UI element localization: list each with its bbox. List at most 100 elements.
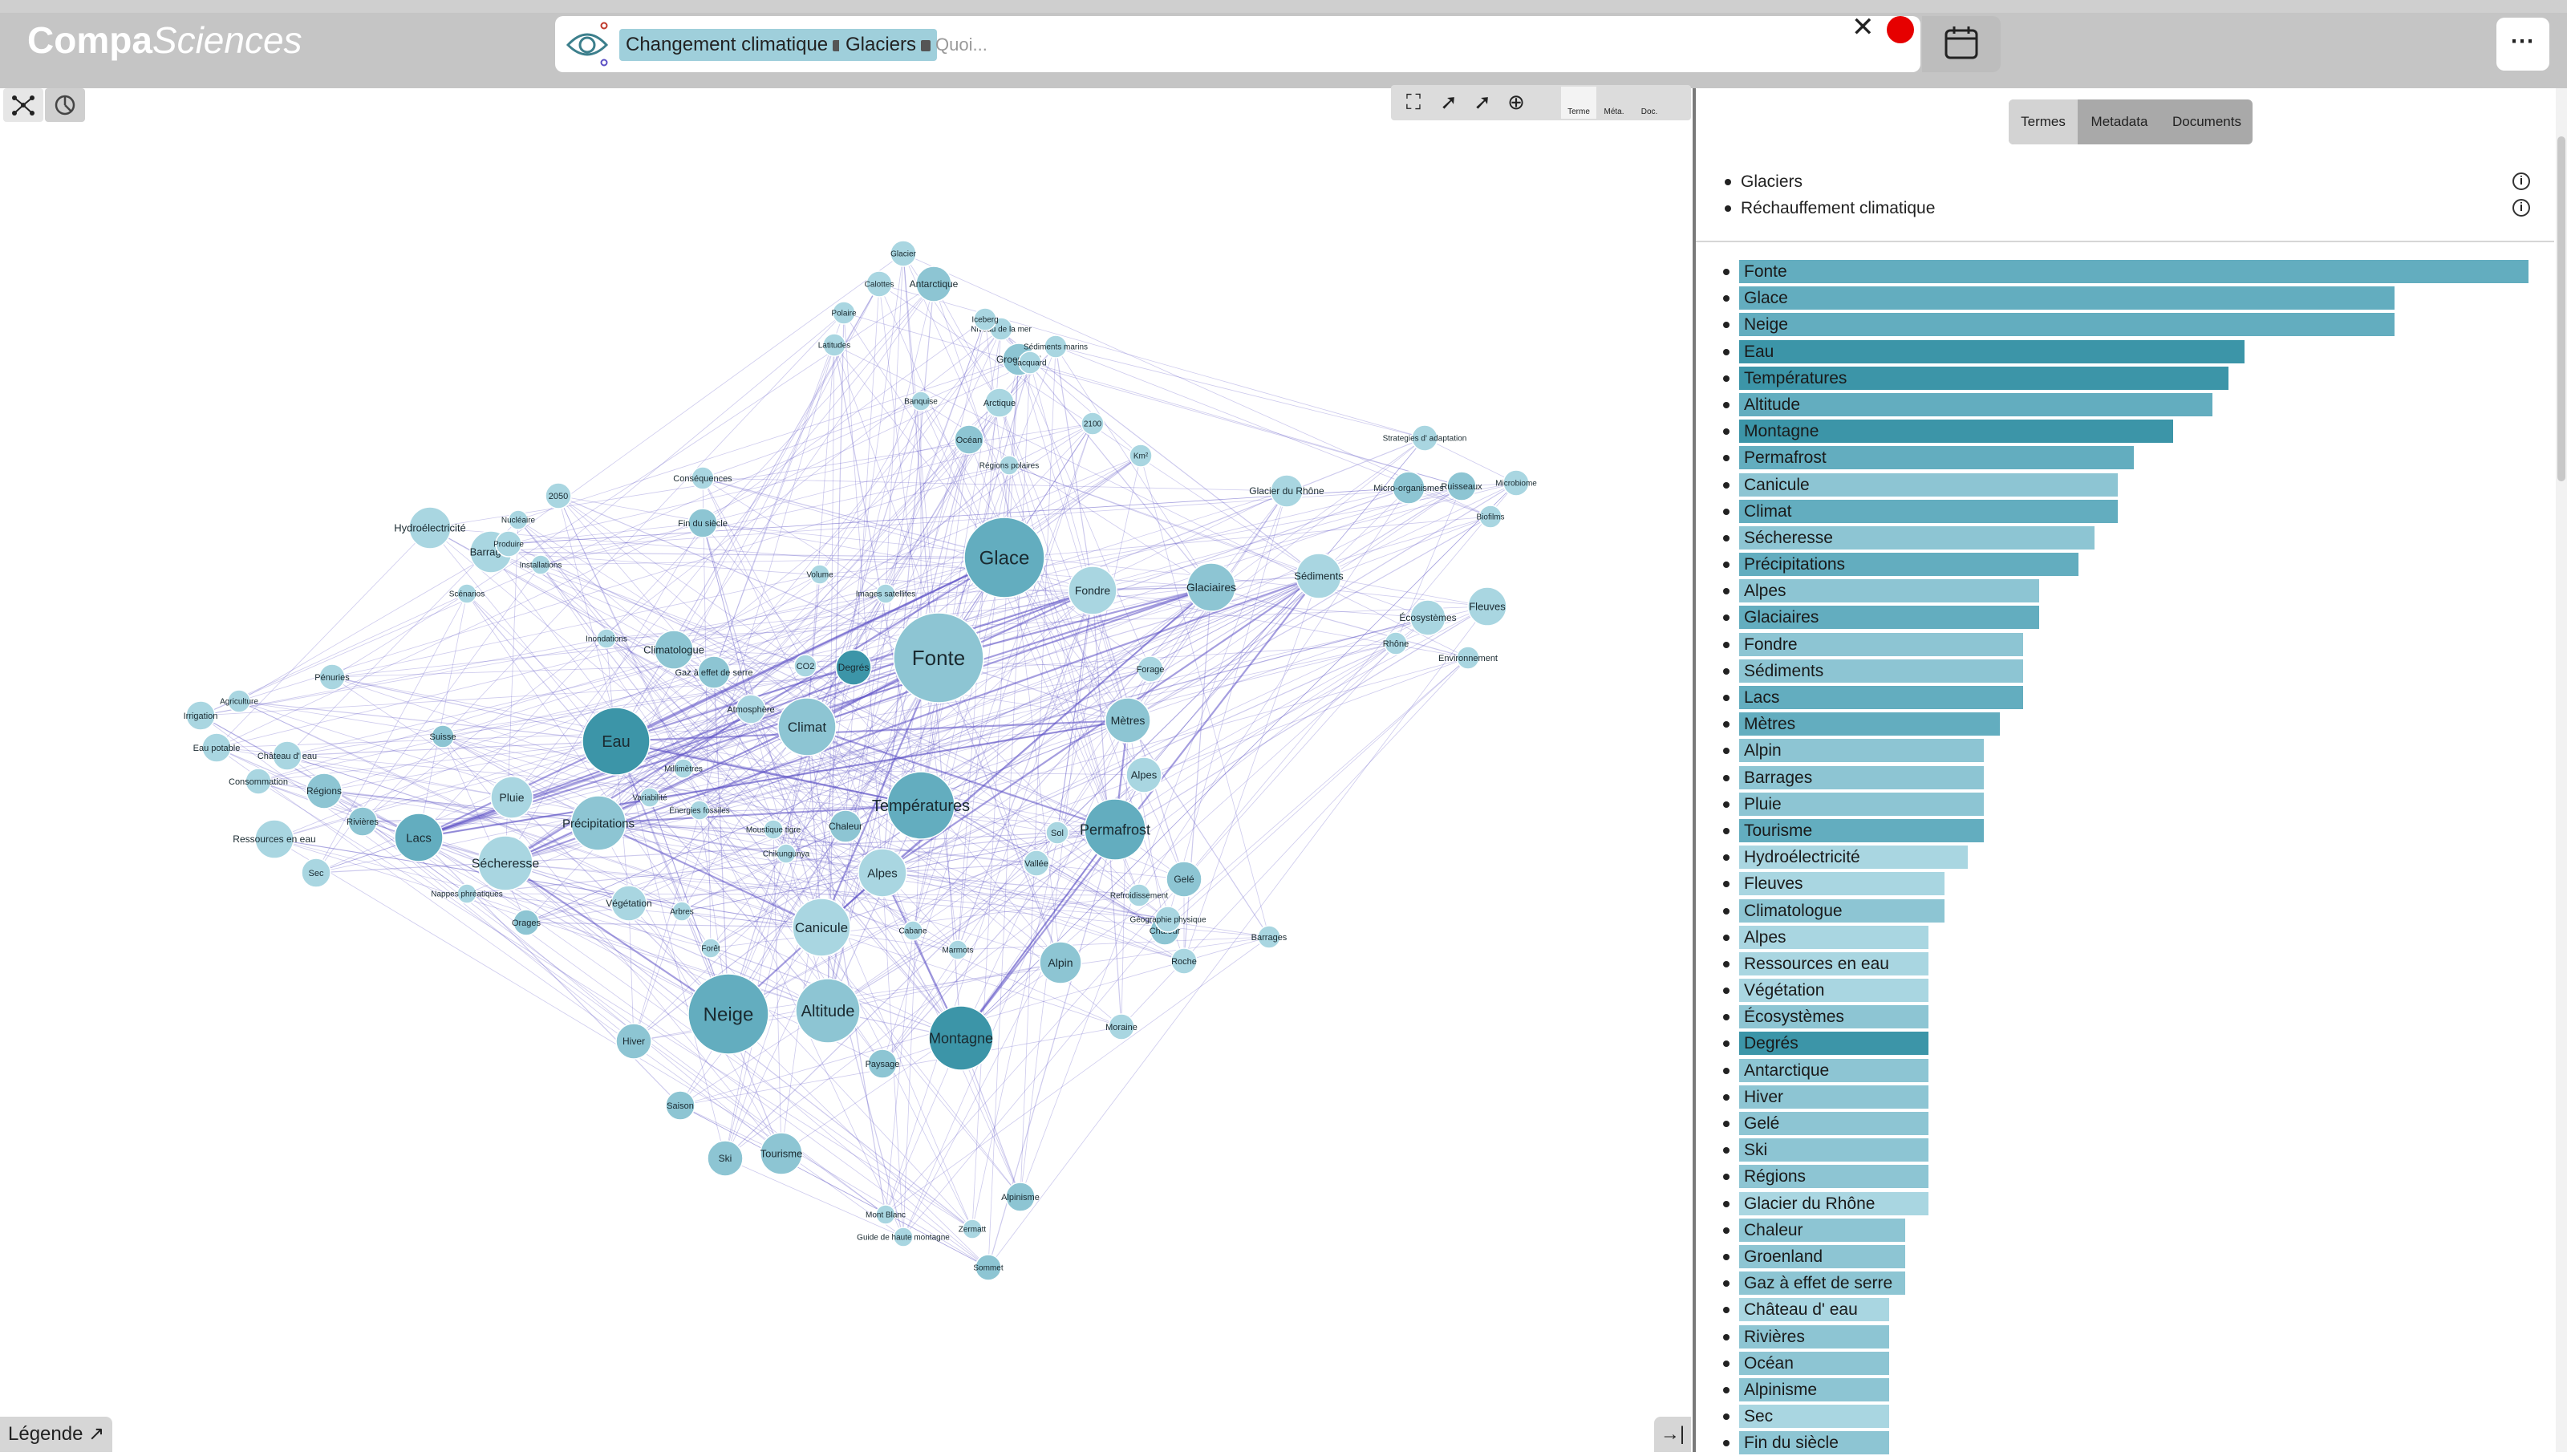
graph-node[interactable]: Sec bbox=[301, 858, 331, 888]
graph-node[interactable]: Inondations bbox=[586, 628, 627, 649]
graph-node[interactable]: Lacs bbox=[394, 813, 444, 862]
graph-node[interactable]: Moraine bbox=[1105, 1013, 1138, 1040]
term-row[interactable]: Océan bbox=[1717, 1350, 2551, 1377]
term-row[interactable]: Degrés bbox=[1717, 1030, 2551, 1057]
term-row[interactable]: Régions bbox=[1717, 1163, 2551, 1190]
info-icon[interactable]: i bbox=[2512, 199, 2530, 217]
tab-metadata[interactable]: Metadata bbox=[2091, 114, 2148, 129]
panel-divider[interactable] bbox=[1693, 88, 1696, 1452]
graph-node[interactable]: Altitude bbox=[795, 978, 861, 1044]
graph-node[interactable]: Alpinisme bbox=[1001, 1182, 1040, 1212]
pointer-icon[interactable]: ➚ bbox=[1474, 90, 1491, 114]
term-row[interactable]: Fleuves bbox=[1717, 870, 2551, 897]
term-row[interactable]: Chaleur bbox=[1717, 1217, 2551, 1243]
graph-node[interactable]: Glacier du Rhône bbox=[1249, 474, 1324, 508]
term-row[interactable]: Températures bbox=[1717, 365, 2551, 391]
graph-node[interactable]: Scénarios bbox=[449, 583, 485, 604]
graph-node[interactable]: Images satellites bbox=[856, 583, 915, 604]
graph-node[interactable]: Atmosphère bbox=[727, 694, 775, 724]
term-row[interactable]: Alpin bbox=[1717, 737, 2551, 764]
graph-node[interactable]: Orages bbox=[512, 909, 541, 936]
term-row[interactable]: Sécheresse bbox=[1717, 525, 2551, 551]
zoom-in-icon[interactable]: ⊕ bbox=[1507, 90, 1525, 114]
graph-node[interactable]: Pénuries bbox=[314, 663, 350, 691]
graph-node[interactable]: Gaz à effet de serre bbox=[675, 655, 753, 689]
graph-node[interactable]: Alpes bbox=[858, 848, 907, 898]
term-row[interactable]: Alpinisme bbox=[1717, 1377, 2551, 1403]
graph-node[interactable]: Alpes bbox=[1125, 756, 1162, 793]
term-row[interactable]: Sec bbox=[1717, 1403, 2551, 1430]
graph-node[interactable]: Fonte bbox=[893, 612, 984, 704]
graph-node[interactable]: Micro-organismes bbox=[1373, 471, 1444, 505]
term-row[interactable]: Mètres bbox=[1717, 711, 2551, 737]
graph-node[interactable]: Roche bbox=[1170, 947, 1198, 975]
graph-node[interactable]: Températures bbox=[872, 771, 970, 840]
graph-node[interactable]: Refroidissement bbox=[1110, 883, 1168, 907]
graph-node[interactable]: 2050 bbox=[545, 482, 572, 509]
graph-node[interactable]: Ruisseaux bbox=[1441, 471, 1482, 501]
graph-node[interactable]: Fleuves bbox=[1467, 586, 1507, 627]
more-options-button[interactable]: ⋯ bbox=[2496, 18, 2549, 71]
graph-node[interactable]: Cabane bbox=[898, 920, 927, 941]
graph-node[interactable]: Volume bbox=[806, 564, 833, 585]
search-chip-changement-climatique[interactable]: Changement climatique bbox=[619, 29, 850, 61]
graph-node[interactable]: Polaire bbox=[831, 301, 857, 325]
graph-node[interactable]: Permafrost bbox=[1080, 798, 1150, 861]
term-row[interactable]: Pluie bbox=[1717, 791, 2551, 817]
graph-node[interactable]: Énergies fossiles bbox=[669, 800, 730, 821]
graph-node[interactable]: Chaleur bbox=[829, 809, 862, 843]
graph-node[interactable]: Sédiments marins bbox=[1024, 335, 1088, 359]
search-input[interactable]: Quoi... bbox=[935, 34, 987, 55]
graph-node[interactable]: Ski bbox=[707, 1140, 744, 1177]
graph-node[interactable]: Mètres bbox=[1105, 697, 1151, 744]
term-row[interactable]: Glace bbox=[1717, 285, 2551, 311]
graph-node[interactable]: Mont Blanc bbox=[866, 1204, 906, 1225]
graph-node[interactable]: Km² bbox=[1129, 444, 1153, 468]
graph-node[interactable]: Forage bbox=[1137, 655, 1165, 683]
graph-node[interactable]: Marmots bbox=[943, 939, 974, 960]
scrollbar-thumb[interactable] bbox=[2557, 136, 2565, 481]
graph-node[interactable]: Strategies d' adaptation bbox=[1383, 424, 1467, 452]
mode-terme[interactable]: Terme bbox=[1561, 87, 1596, 119]
term-row[interactable]: Alpes bbox=[1717, 924, 2551, 951]
term-row[interactable]: Altitude bbox=[1717, 391, 2551, 418]
graph-node[interactable]: Irrigation bbox=[184, 700, 218, 731]
graph-node[interactable]: Consommation bbox=[229, 768, 288, 795]
term-row[interactable]: Fonte bbox=[1717, 258, 2551, 285]
graph-node[interactable]: 2100 bbox=[1081, 412, 1105, 436]
status-indicator[interactable] bbox=[1887, 16, 1914, 43]
graph-node[interactable]: Hydroélectricité bbox=[394, 506, 466, 550]
graph-node[interactable]: Tourisme bbox=[760, 1132, 803, 1175]
graph-node[interactable]: Glacier bbox=[890, 240, 917, 267]
term-row[interactable]: Montagne bbox=[1717, 418, 2551, 444]
graph-node[interactable]: Climatologue bbox=[643, 630, 704, 670]
graph-node[interactable]: Glace bbox=[963, 517, 1045, 598]
graph-node[interactable]: Chikungunya bbox=[763, 843, 810, 864]
graph-node[interactable]: Produire bbox=[493, 530, 524, 558]
graph-node[interactable]: Eau bbox=[582, 707, 651, 776]
graph-node[interactable]: Gelé bbox=[1166, 861, 1202, 898]
graph-node[interactable]: Montagne bbox=[928, 1005, 994, 1071]
graph-node[interactable]: Alpin bbox=[1039, 941, 1082, 984]
term-row[interactable]: Végétation bbox=[1717, 977, 2551, 1004]
search-chip-glaciers[interactable]: Glaciers bbox=[839, 29, 938, 61]
graph-node[interactable]: Eau potable bbox=[193, 732, 241, 763]
graph-node[interactable]: Régions bbox=[306, 773, 343, 809]
graph-node[interactable]: Antarctique bbox=[910, 266, 959, 302]
legend-button[interactable]: Légende ↗ bbox=[0, 1417, 112, 1452]
tab-documents[interactable]: Documents bbox=[2172, 114, 2241, 129]
graph-node[interactable]: Château d' eau bbox=[258, 740, 317, 771]
app-logo[interactable]: CompaSciences bbox=[27, 19, 302, 61]
graph-node[interactable]: Sécheresse bbox=[472, 835, 540, 891]
term-row[interactable]: Lacs bbox=[1717, 684, 2551, 711]
term-row[interactable]: Eau bbox=[1717, 339, 2551, 365]
graph-node[interactable]: Pluie bbox=[490, 776, 533, 819]
term-row[interactable]: Précipitations bbox=[1717, 551, 2551, 578]
graph-node[interactable]: Neige bbox=[687, 973, 769, 1055]
graph-node[interactable]: Géographie physique bbox=[1129, 906, 1206, 933]
graph-node[interactable]: Variabilité bbox=[632, 787, 667, 808]
term-row[interactable]: Antarctique bbox=[1717, 1057, 2551, 1084]
mode-doc[interactable]: Doc. bbox=[1640, 107, 1658, 116]
graph-node[interactable]: Saison bbox=[665, 1090, 695, 1121]
term-row[interactable]: Climat bbox=[1717, 498, 2551, 525]
